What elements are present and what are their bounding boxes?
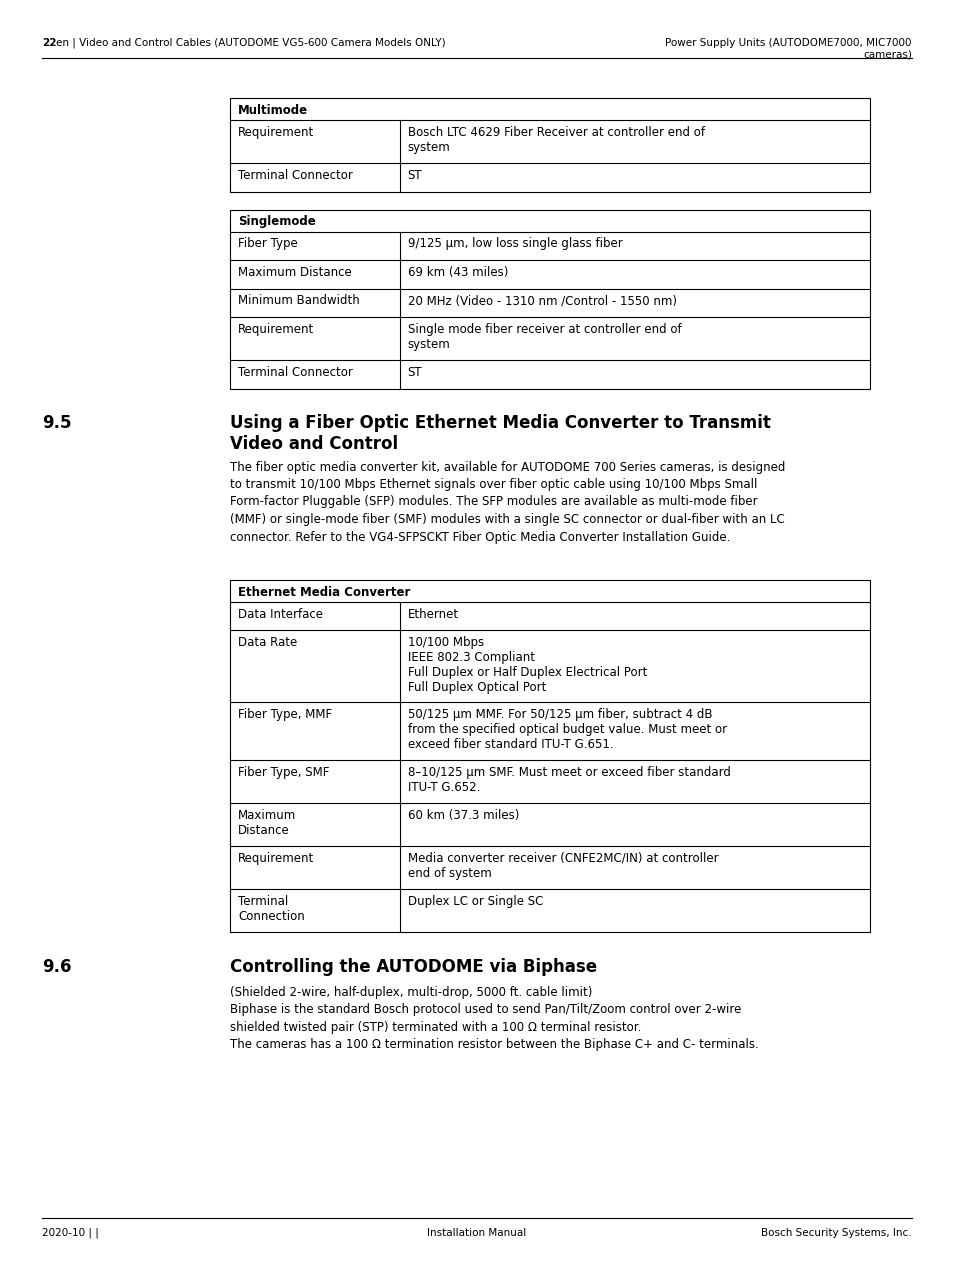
Text: 50/125 μm MMF. For 50/125 μm fiber, subtract 4 dB
from the specified optical bud: 50/125 μm MMF. For 50/125 μm fiber, subt… xyxy=(407,708,726,751)
Text: Singlemode: Singlemode xyxy=(237,215,315,228)
Text: Data Interface: Data Interface xyxy=(237,607,323,621)
Text: 22: 22 xyxy=(42,38,56,48)
Text: Terminal Connector: Terminal Connector xyxy=(237,169,353,182)
Text: (Shielded 2-wire, half-duplex, multi-drop, 5000 ft. cable limit)
Biphase is the : (Shielded 2-wire, half-duplex, multi-dro… xyxy=(230,985,758,1051)
Bar xyxy=(230,579,869,932)
Text: Terminal Connector: Terminal Connector xyxy=(237,367,353,379)
Text: The fiber optic media converter kit, available for AUTODOME 700 Series cameras, : The fiber optic media converter kit, ava… xyxy=(230,461,784,544)
Text: Ethernet Media Converter: Ethernet Media Converter xyxy=(237,586,410,598)
Text: Terminal
Connection: Terminal Connection xyxy=(237,895,304,923)
Text: Using a Fiber Optic Ethernet Media Converter to Transmit
Video and Control: Using a Fiber Optic Ethernet Media Conve… xyxy=(230,415,770,453)
Text: 8–10/125 μm SMF. Must meet or exceed fiber standard
ITU-T G.652.: 8–10/125 μm SMF. Must meet or exceed fib… xyxy=(407,765,730,793)
Text: Controlling the AUTODOME via Biphase: Controlling the AUTODOME via Biphase xyxy=(230,957,597,975)
Text: Fiber Type, SMF: Fiber Type, SMF xyxy=(237,765,329,779)
Text: 9.6: 9.6 xyxy=(42,957,71,975)
Text: Bosch Security Systems, Inc.: Bosch Security Systems, Inc. xyxy=(760,1228,911,1239)
Text: 20 MHz (Video - 1310 nm /Control - 1550 nm): 20 MHz (Video - 1310 nm /Control - 1550 … xyxy=(407,294,676,308)
Text: Duplex LC or Single SC: Duplex LC or Single SC xyxy=(407,895,542,908)
Text: Bosch LTC 4629 Fiber Receiver at controller end of
system: Bosch LTC 4629 Fiber Receiver at control… xyxy=(407,126,704,154)
Text: ST: ST xyxy=(407,169,422,182)
Text: ST: ST xyxy=(407,367,422,379)
Text: 10/100 Mbps
IEEE 802.3 Compliant
Full Duplex or Half Duplex Electrical Port
Full: 10/100 Mbps IEEE 802.3 Compliant Full Du… xyxy=(407,636,646,694)
Text: Multimode: Multimode xyxy=(237,104,308,117)
Text: Data Rate: Data Rate xyxy=(237,636,297,649)
Text: Power Supply Units (AUTODOME7000, MIC7000
cameras): Power Supply Units (AUTODOME7000, MIC700… xyxy=(665,38,911,60)
Text: Requirement: Requirement xyxy=(237,323,314,336)
Text: 9/125 μm, low loss single glass fiber: 9/125 μm, low loss single glass fiber xyxy=(407,238,621,251)
Text: 60 km (37.3 miles): 60 km (37.3 miles) xyxy=(407,808,518,821)
Text: Fiber Type: Fiber Type xyxy=(237,238,297,251)
Text: Requirement: Requirement xyxy=(237,852,314,864)
Text: Fiber Type, MMF: Fiber Type, MMF xyxy=(237,708,332,721)
Bar xyxy=(230,98,869,191)
Text: 2020-10 | |: 2020-10 | | xyxy=(42,1228,99,1239)
Text: Installation Manual: Installation Manual xyxy=(427,1228,526,1239)
Text: Ethernet: Ethernet xyxy=(407,607,458,621)
Text: 9.5: 9.5 xyxy=(42,415,71,433)
Text: en | Video and Control Cables (AUTODOME VG5-600 Camera Models ONLY): en | Video and Control Cables (AUTODOME … xyxy=(56,38,445,48)
Text: Media converter receiver (CNFE2MC/IN) at controller
end of system: Media converter receiver (CNFE2MC/IN) at… xyxy=(407,852,718,880)
Text: Single mode fiber receiver at controller end of
system: Single mode fiber receiver at controller… xyxy=(407,323,680,351)
Bar xyxy=(230,210,869,388)
Text: Requirement: Requirement xyxy=(237,126,314,139)
Text: Maximum Distance: Maximum Distance xyxy=(237,266,352,279)
Text: 69 km (43 miles): 69 km (43 miles) xyxy=(407,266,507,279)
Text: Minimum Bandwidth: Minimum Bandwidth xyxy=(237,294,359,308)
Text: Maximum
Distance: Maximum Distance xyxy=(237,808,296,836)
